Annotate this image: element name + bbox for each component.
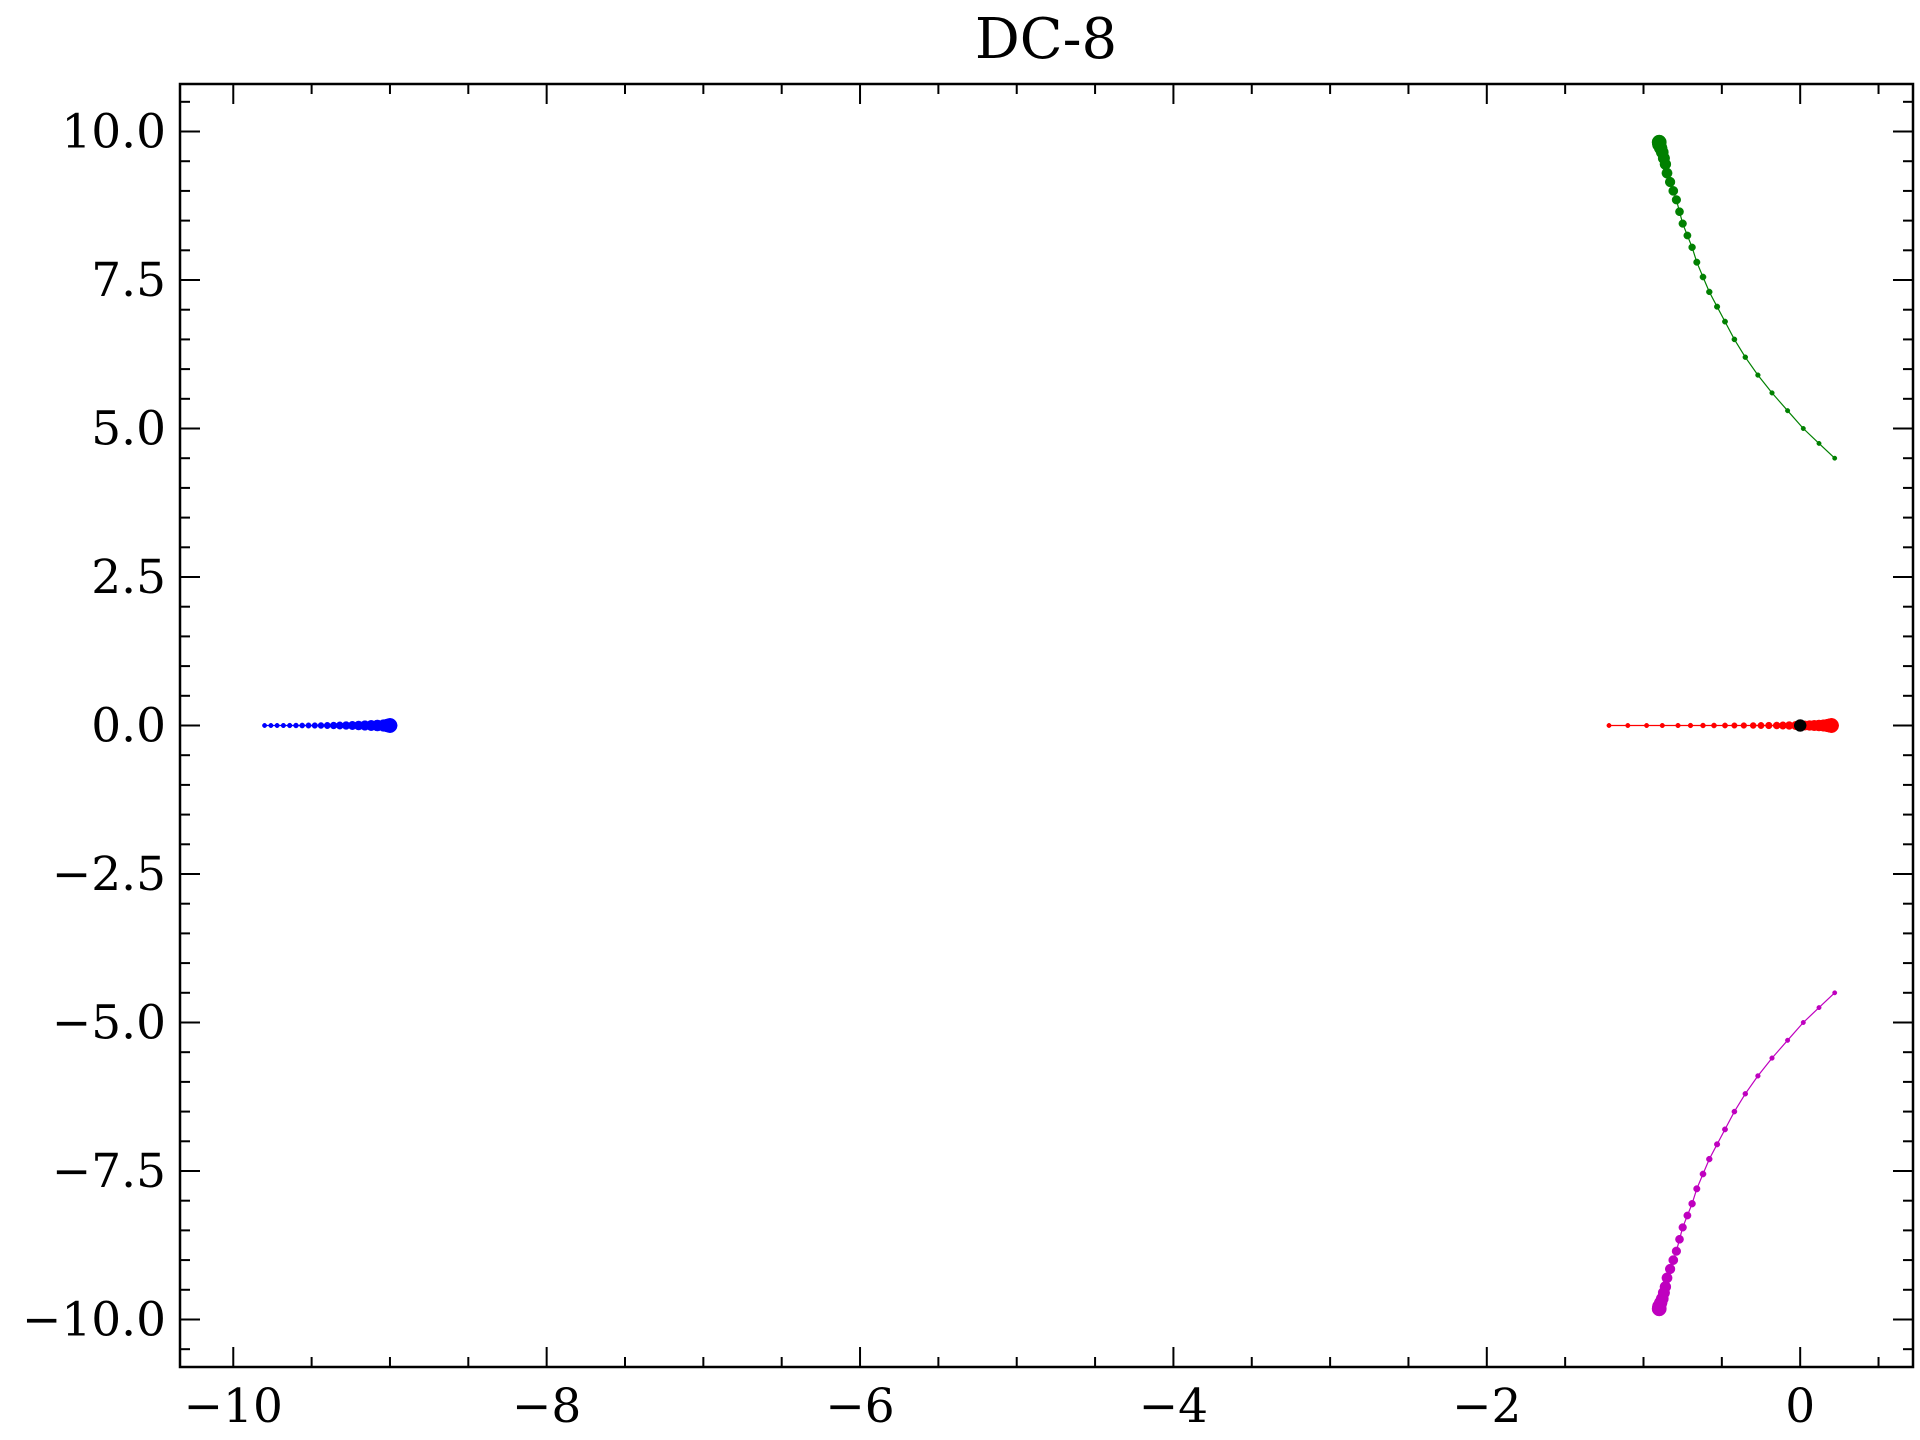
series-0-point (287, 722, 293, 729)
series-1-point (1711, 722, 1717, 729)
series-2-point (1731, 336, 1738, 343)
series-2-point (1714, 303, 1721, 310)
series-1-point (1687, 722, 1694, 729)
y-tick-label: −10.0 (22, 1292, 166, 1347)
y-tick-label: −2.5 (52, 847, 166, 902)
series-3-point (1785, 1037, 1791, 1043)
series-3-point (1683, 1211, 1692, 1220)
series-3-point (1706, 1155, 1713, 1163)
series-2-point (1742, 354, 1749, 360)
series-1-point (1675, 722, 1681, 729)
series-0-point (323, 722, 331, 729)
series-2-point (1668, 186, 1679, 196)
y-tick-label: 7.5 (91, 253, 166, 308)
series-0-point (299, 722, 306, 729)
series-0-point (317, 722, 325, 729)
series-3-point (1731, 1108, 1738, 1115)
series-2-point (1785, 408, 1791, 414)
series-1-point (1765, 721, 1773, 730)
y-tick-label: 2.5 (91, 550, 166, 605)
series-0-point (280, 722, 286, 729)
y-tick-label: −7.5 (52, 1144, 166, 1199)
series-1-point (1722, 722, 1728, 729)
series-3-point (1675, 1234, 1684, 1244)
series-4-point (1793, 719, 1807, 732)
series-3-point (1668, 1255, 1679, 1265)
series-1-point (1757, 722, 1765, 729)
series-3-point (1693, 1185, 1701, 1193)
series-0-point (305, 722, 312, 729)
series-3-point (1816, 1005, 1822, 1011)
x-tick-label: −6 (825, 1379, 894, 1434)
series-2-point (1800, 426, 1806, 431)
chart-title: DC-8 (975, 7, 1117, 72)
series-3-point (1755, 1073, 1761, 1079)
axes: −10 −8 −6 −4 −2 0 10.0 7.5 5.0 2.5 0.0 −2.5 −5.0 −7.5… (22, 82, 1915, 1434)
series-3-point (1722, 1126, 1728, 1133)
y-tick-label: 0.0 (91, 699, 166, 754)
plot-area (262, 134, 1839, 1317)
x-tick-label: −8 (512, 1379, 581, 1434)
series-1-point (1659, 722, 1665, 729)
series-3-line (1658, 992, 1836, 1309)
series-3-point (1800, 1020, 1806, 1025)
series-3-point (1742, 1091, 1749, 1097)
series-2-point (1683, 231, 1692, 240)
x-tick-label: −2 (1452, 1379, 1521, 1434)
y-tick-label: 5.0 (91, 402, 166, 457)
series-2-point (1699, 273, 1707, 281)
series-2-point (1706, 288, 1713, 296)
series-1-point (1740, 722, 1747, 729)
x-tick-label: −4 (1139, 1379, 1208, 1434)
series-2-point (1671, 195, 1681, 205)
series-2-point (1722, 318, 1728, 325)
series-2-point (1693, 258, 1701, 266)
series-1-point (1700, 722, 1706, 729)
series-2-point (1769, 390, 1775, 396)
series-2-point (1755, 372, 1761, 378)
series-1-point (1644, 723, 1650, 728)
series-3-point (1678, 1223, 1687, 1232)
series-1-point (1606, 723, 1612, 728)
series-0-point (262, 723, 268, 728)
series-3-point (1699, 1170, 1707, 1178)
series-0-point (311, 722, 318, 729)
y-tick-label: 10.0 (61, 105, 166, 160)
series-3-point (1688, 1200, 1696, 1208)
series-3-point (1769, 1055, 1775, 1061)
series-1-point (1625, 723, 1631, 728)
series-2-point (1816, 440, 1822, 446)
series-0-point (382, 718, 398, 733)
series-3-point (1832, 990, 1838, 996)
series-2-point (1675, 207, 1684, 217)
series-2-point (1832, 455, 1838, 461)
series-1-point (1731, 722, 1738, 729)
series-3-point (1714, 1141, 1721, 1148)
series-0-point (293, 722, 299, 729)
series-2-point (1688, 243, 1696, 252)
series-2-point (1664, 176, 1676, 188)
series-2-line (1658, 142, 1836, 459)
series-2-point (1678, 219, 1687, 228)
x-tick-label: −10 (184, 1379, 283, 1434)
series-0-point (274, 723, 280, 728)
x-tick-label: 0 (1785, 1379, 1815, 1434)
y-tick-label: −5.0 (52, 995, 166, 1050)
series-3-point (1671, 1246, 1681, 1256)
series-2-point (1651, 134, 1667, 150)
series-3-point (1651, 1301, 1667, 1317)
series-1-point (1824, 718, 1839, 733)
series-1-point (1749, 722, 1757, 729)
series-0-point (268, 723, 274, 728)
series-3-point (1664, 1263, 1676, 1275)
